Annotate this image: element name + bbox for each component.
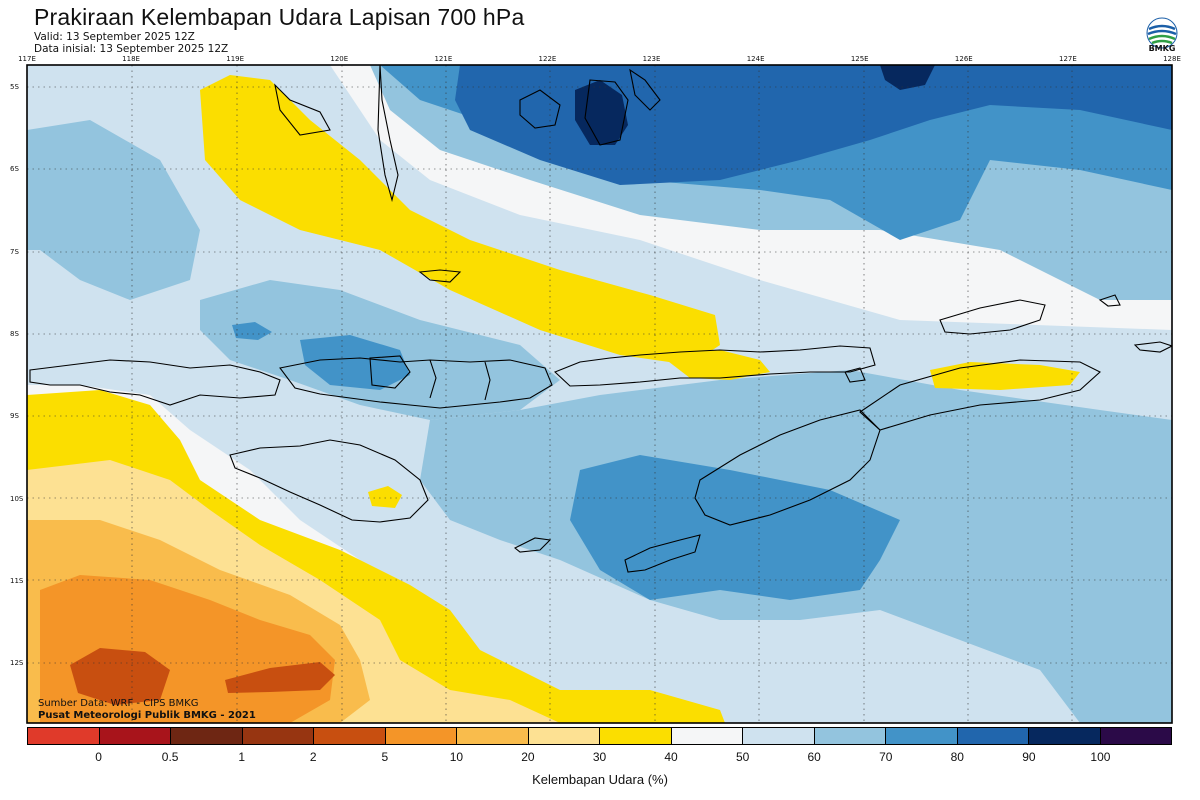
latitude-label: 12S (10, 659, 24, 668)
longitude-label: 126E (954, 55, 973, 63)
colorbar-tick-label: 80 (950, 750, 964, 764)
colorbar-swatch (600, 728, 672, 744)
bmkg-logo-icon (1146, 17, 1178, 49)
latitude-label: 6S (10, 165, 19, 174)
colorbar-swatch (171, 728, 243, 744)
init-time: Data inisial: 13 September 2025 12Z (34, 43, 229, 55)
colorbar-swatch (957, 728, 1029, 744)
valid-time: Valid: 13 September 2025 12Z (34, 31, 195, 43)
colorbar-tick-label: 0 (95, 750, 102, 764)
colorbar-tick-label: 0.5 (161, 750, 179, 764)
longitude-label: 127E (1059, 55, 1077, 63)
latitude-label: 5S (10, 83, 19, 91)
colorbar-swatch (528, 728, 600, 744)
colorbar-tick-label: 40 (664, 750, 678, 764)
colorbar-swatch (242, 728, 314, 744)
coastlines (29, 65, 1172, 573)
colorbar-swatch (1100, 728, 1171, 744)
longitude-label: 117E (18, 55, 36, 63)
colorbar-swatch (671, 728, 743, 744)
colorbar-title: Kelembapan Udara (%) (532, 772, 668, 787)
colorbar-tick-label: 90 (1022, 750, 1036, 764)
map-frame (26, 64, 1173, 724)
longitude-label: 124E (746, 55, 765, 63)
colorbar-tick-label: 2 (309, 750, 317, 764)
data-source-credit: Sumber Data: WRF - CIPS BMKG (38, 698, 199, 709)
latitude-label: 8S (10, 329, 19, 338)
map-title: Prakiraan Kelembapan Udara Lapisan 700 h… (34, 4, 525, 30)
latitude-label: 7S (10, 247, 19, 256)
colorbar (27, 727, 1172, 745)
colorbar-swatch (1029, 728, 1101, 744)
longitude-label: 123E (642, 55, 661, 63)
colorbar-swatch (886, 728, 958, 744)
colorbar-swatch (457, 728, 529, 744)
colorbar-tick-label: 50 (735, 750, 750, 764)
longitude-label: 125E (850, 55, 869, 63)
latitude-label: 10S (10, 494, 24, 503)
latitude-label: 9S (10, 412, 19, 421)
longitude-label: 120E (330, 55, 349, 63)
longitude-label: 119E (226, 55, 245, 63)
colorbar-tick-label: 70 (879, 750, 893, 764)
colorbar-swatch (743, 728, 815, 744)
colorbar-tick-label: 1 (238, 750, 246, 764)
colorbar-swatch (314, 728, 386, 744)
humidity-field (27, 65, 1172, 723)
colorbar-tick-label: 5 (381, 750, 389, 764)
longitude-label: 121E (434, 55, 453, 63)
colorbar-swatch (99, 728, 171, 744)
graticule (27, 65, 1172, 723)
colorbar-tick-label: 100 (1090, 750, 1111, 764)
longitude-label: 122E (538, 55, 557, 63)
colorbar-tick-label: 30 (592, 750, 607, 764)
colorbar-swatch (814, 728, 886, 744)
longitude-label: 118E (122, 55, 140, 63)
colorbar-tick-label: 20 (521, 750, 535, 764)
colorbar-tick-label: 10 (449, 750, 464, 764)
colorbar-swatch (28, 728, 100, 744)
latitude-label: 11S (10, 576, 24, 585)
colorbar-tick-label: 60 (807, 750, 821, 764)
longitude-label: 128E (1163, 55, 1181, 63)
organization-credit: Pusat Meteorologi Publik BMKG - 2021 (38, 710, 256, 721)
colorbar-swatch (385, 728, 457, 744)
logo-text: BMKG (1148, 44, 1176, 53)
